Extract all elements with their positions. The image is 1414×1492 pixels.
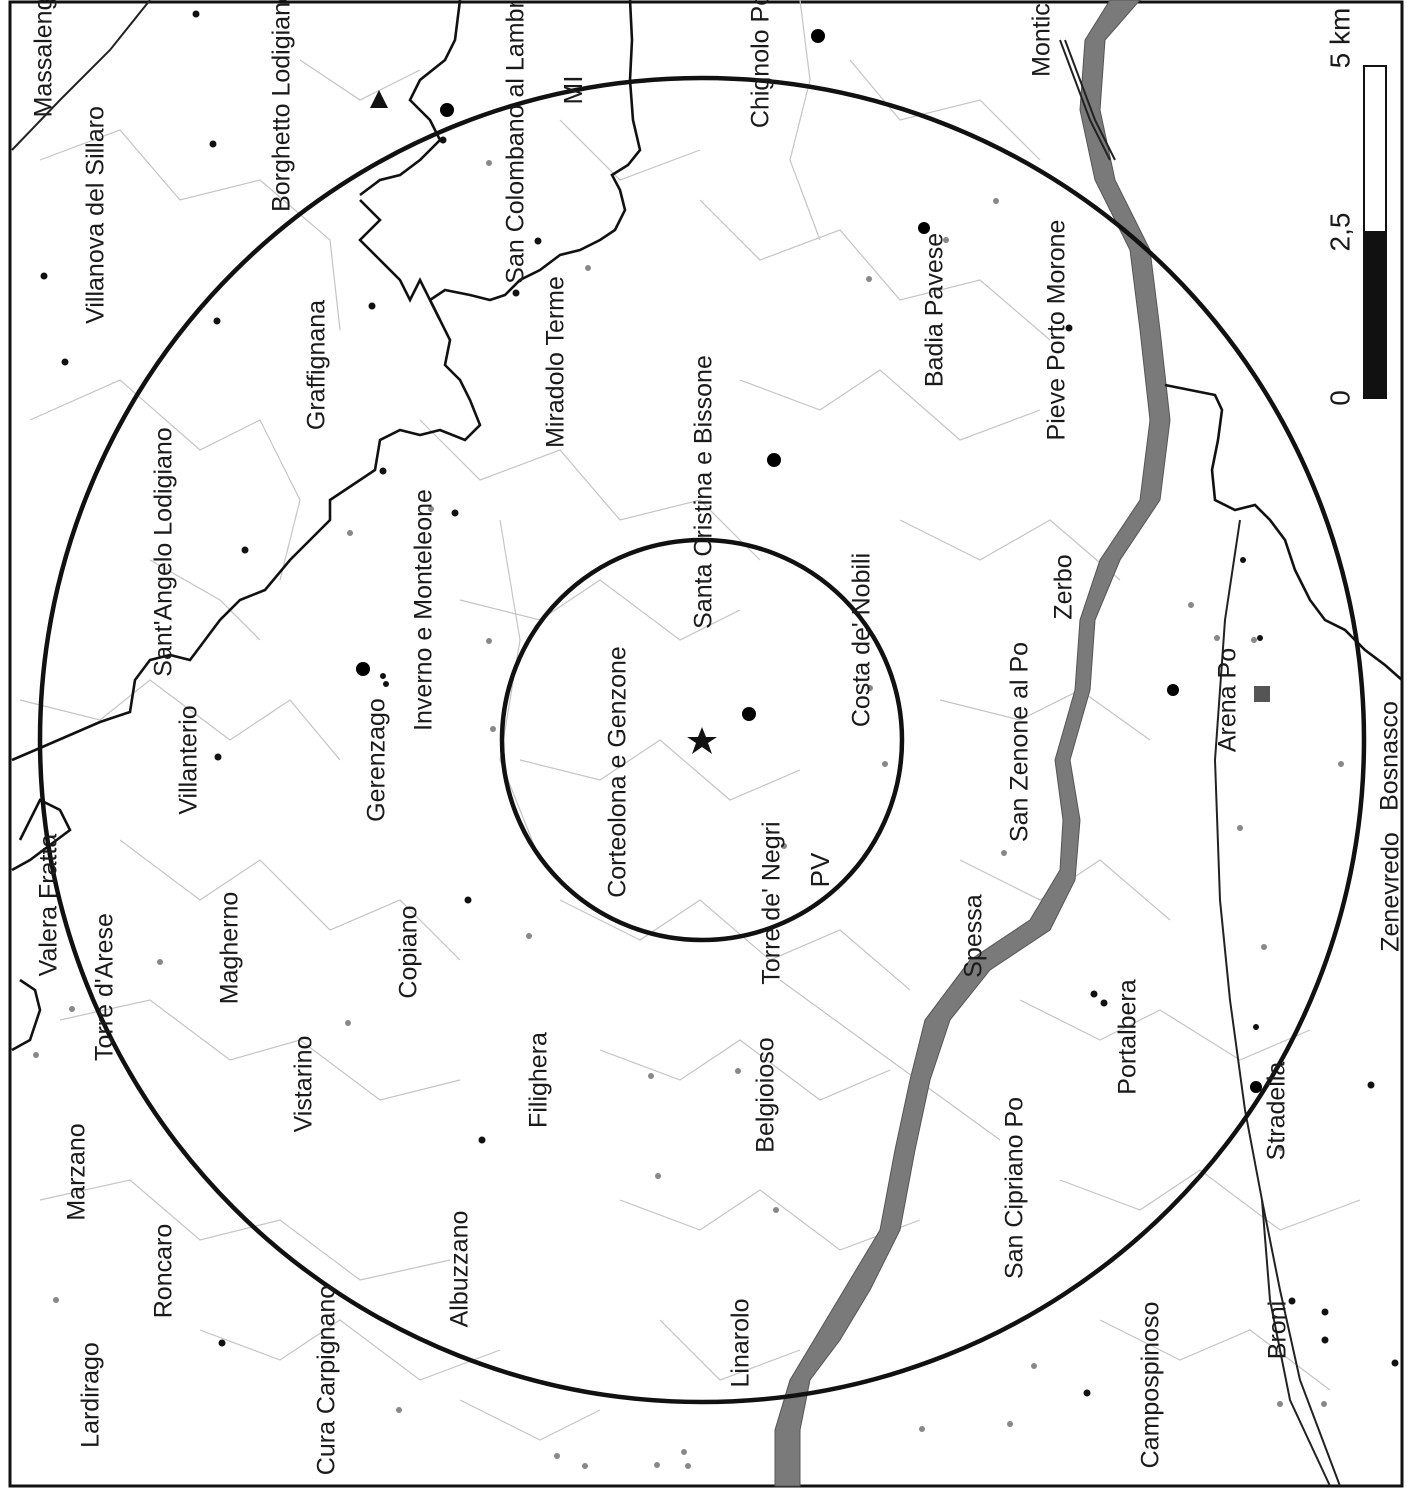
place-label: Graffignana <box>303 300 331 430</box>
river-po <box>774 0 1171 1487</box>
place-label: Vistarino <box>290 1036 318 1133</box>
triangle-icon <box>370 90 388 108</box>
municipal-boundaries <box>19 0 1361 1441</box>
place-label: Linarolo <box>727 1299 755 1388</box>
place-label: Massalengo <box>30 0 58 117</box>
place-label: Valera Fratta <box>35 834 63 977</box>
settlement-dots <box>33 10 1399 1469</box>
place-label: Portalbera <box>1114 979 1142 1094</box>
place-label: Montic <box>1028 3 1056 77</box>
place-label: Santa Cristina e Bissone <box>690 355 718 629</box>
place-label: Stradella <box>1263 1062 1291 1161</box>
outer-ring <box>37 75 1367 1405</box>
place-label: Sant'Angelo Lodigiano <box>150 427 178 676</box>
place-label: Inverno e Monteleone <box>410 489 438 731</box>
place-label: Torre de' Negri <box>758 821 786 984</box>
place-labels: Massalengo Borghetto Lodigiano San Colomba… <box>30 0 1405 1475</box>
star-icon <box>687 727 717 754</box>
road-lines <box>11 0 1341 1487</box>
place-label: Miradolo Terme <box>542 276 570 448</box>
place-label: Gerenzago <box>363 698 391 822</box>
square-icon <box>1254 686 1270 702</box>
place-label: Zenevredo <box>1377 832 1405 952</box>
place-label: Zerbo <box>1050 554 1078 619</box>
place-label: PV <box>805 852 835 887</box>
scale-tick-label: 2,5 <box>1324 213 1355 252</box>
place-label: Villanova del Sillaro <box>82 106 110 324</box>
place-label: Borghetto Lodigiano <box>268 0 296 212</box>
place-label: Magherno <box>216 892 244 1005</box>
place-label: Copiano <box>395 905 423 998</box>
scale-unit-label: 5 km <box>1324 8 1355 69</box>
place-label: Arena Po <box>1214 648 1242 752</box>
place-label: Chignolo Po <box>747 0 775 128</box>
scale-bar: 5 km 2,5 0 <box>1324 8 1387 406</box>
scale-bar-black-segment <box>1363 231 1387 399</box>
inner-ring <box>499 537 905 943</box>
place-label: Pieve Porto Morone <box>1043 220 1071 441</box>
place-label: Torre d'Arese <box>91 913 119 1061</box>
place-label: Albuzzano <box>446 1211 474 1328</box>
place-label: Corteolona e Genzone <box>604 646 632 898</box>
regional-border <box>11 0 1403 1052</box>
scale-tick-label: 0 <box>1324 390 1355 406</box>
place-label: San Zenone al Po <box>1006 642 1034 842</box>
place-label: Bosnasco <box>1376 701 1404 811</box>
place-label: San Cipriano Po <box>1001 1097 1029 1279</box>
place-label: Lardirago <box>77 1342 105 1448</box>
place-label: Roncaro <box>150 1224 178 1319</box>
place-label: Belgioioso <box>752 1037 780 1152</box>
place-label: San Colombano al Lambro <box>502 0 530 284</box>
place-label: Campospinoso <box>1137 1302 1165 1469</box>
place-label: Villanterio <box>175 705 203 814</box>
place-label: Broni <box>1264 1301 1292 1359</box>
place-label: Badia Pavese <box>921 233 949 387</box>
place-label: Costa de' Nobili <box>848 553 876 727</box>
place-label: Cura Carpignano <box>313 1285 341 1475</box>
place-label: Filighera <box>525 1032 553 1128</box>
place-label: Marzano <box>63 1123 91 1220</box>
place-label: MI <box>558 76 588 105</box>
scale-bar-white-segment <box>1363 65 1387 233</box>
place-label: Spessa <box>960 894 988 977</box>
